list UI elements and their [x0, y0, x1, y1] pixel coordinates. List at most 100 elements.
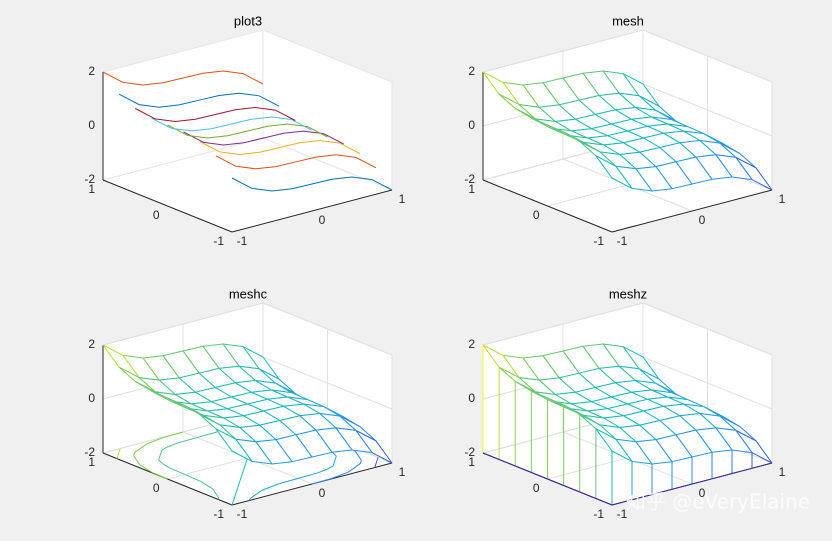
contour-line — [139, 464, 153, 473]
y-tick-label: 0 — [533, 481, 540, 495]
contour-line — [231, 493, 237, 506]
grid-line — [642, 302, 773, 356]
axis-line — [482, 179, 613, 233]
contour-line — [184, 474, 201, 482]
mesh-cell — [595, 428, 633, 462]
subplot-title: mesh — [612, 13, 644, 28]
z-tick-label: -2 — [464, 172, 475, 186]
z-tick-label: 0 — [468, 391, 475, 405]
contour-line — [158, 459, 163, 465]
contour-line — [359, 460, 362, 464]
x-tick-label: 0 — [699, 486, 706, 500]
line — [102, 70, 264, 86]
z-tick-label: 0 — [468, 118, 475, 132]
grid-line — [642, 29, 773, 83]
x-tick-label: 1 — [399, 192, 406, 206]
contour-line — [217, 497, 220, 500]
x-tick-label: -1 — [617, 507, 628, 521]
x-tick-label: 1 — [399, 465, 406, 479]
line — [151, 116, 312, 132]
y-tick-label: 1 — [468, 455, 475, 469]
x-tick-label: -1 — [237, 234, 248, 248]
grid-line — [262, 356, 393, 410]
line — [118, 92, 280, 108]
contour-line — [158, 449, 163, 461]
contour-line — [331, 471, 349, 479]
grid-line — [102, 302, 264, 346]
contour-line — [317, 468, 327, 474]
contour-line — [261, 483, 279, 491]
contour-line — [163, 431, 184, 438]
axis-line — [231, 189, 393, 233]
contour-line — [348, 463, 361, 473]
z-tick-label: 2 — [88, 64, 95, 78]
grid-line — [482, 29, 644, 73]
grid-line — [262, 302, 393, 356]
contour-line — [248, 498, 251, 501]
contour-line — [168, 442, 178, 448]
y-tick-label: -1 — [593, 234, 604, 248]
contour-line — [326, 465, 334, 470]
y-tick-label: 0 — [153, 481, 160, 495]
subplot-title: meshz — [609, 286, 647, 301]
subplot-title: plot3 — [234, 13, 262, 28]
contour-line — [199, 480, 213, 490]
grid-line — [482, 302, 644, 346]
z-tick-label: 0 — [88, 118, 95, 132]
contour-line — [354, 450, 362, 461]
contour-line — [169, 467, 185, 475]
mesh-cell — [595, 155, 633, 189]
contour-line — [133, 455, 141, 466]
y-tick-label: 0 — [153, 208, 160, 222]
contour-line — [133, 452, 136, 456]
z-tick-label: -2 — [84, 445, 95, 459]
y-tick-label: -1 — [213, 234, 224, 248]
x-tick-label: 0 — [699, 213, 706, 227]
contour-line — [212, 488, 220, 499]
z-tick-label: 2 — [468, 64, 475, 78]
contour-line — [239, 469, 245, 482]
contour-line — [162, 463, 170, 469]
subplot-title: meshc — [229, 286, 268, 301]
contour-line — [116, 448, 121, 459]
contour-line — [151, 471, 168, 480]
x-tick-label: 1 — [779, 192, 786, 206]
line — [135, 106, 296, 123]
x-tick-label: 0 — [319, 486, 326, 500]
x-tick-label: 1 — [779, 465, 786, 479]
contour-line — [177, 437, 198, 444]
x-tick-label: -1 — [237, 507, 248, 521]
y-tick-label: -1 — [593, 507, 604, 521]
contour-line — [243, 457, 248, 470]
y-tick-label: -1 — [213, 507, 224, 521]
contour-line — [332, 455, 337, 467]
contour-line — [235, 481, 241, 494]
mesh-cell — [215, 428, 253, 462]
z-tick-label: -2 — [84, 172, 95, 186]
contour-line — [297, 472, 318, 479]
z-tick-label: 0 — [88, 391, 95, 405]
plots: -101-101-202plot3-101-101-202mesh-101-10… — [84, 13, 785, 521]
z-tick-label: -2 — [464, 445, 475, 459]
grid-line — [642, 83, 773, 137]
contour-line — [278, 477, 299, 485]
curtain-base — [482, 452, 773, 506]
line — [231, 176, 393, 192]
contour-line — [374, 457, 379, 468]
contour-line — [161, 446, 169, 451]
y-tick-label: 1 — [88, 455, 95, 469]
x-tick-label: -1 — [617, 234, 628, 248]
y-tick-label: 1 — [468, 182, 475, 196]
contour-line — [332, 451, 337, 457]
contour-line — [249, 489, 263, 500]
side-pane — [262, 29, 393, 191]
axis-line — [102, 179, 233, 233]
z-tick-label: 2 — [88, 337, 95, 351]
x-tick-label: 0 — [319, 213, 326, 227]
grid-line — [642, 356, 773, 410]
line — [199, 139, 361, 156]
line — [215, 154, 377, 170]
